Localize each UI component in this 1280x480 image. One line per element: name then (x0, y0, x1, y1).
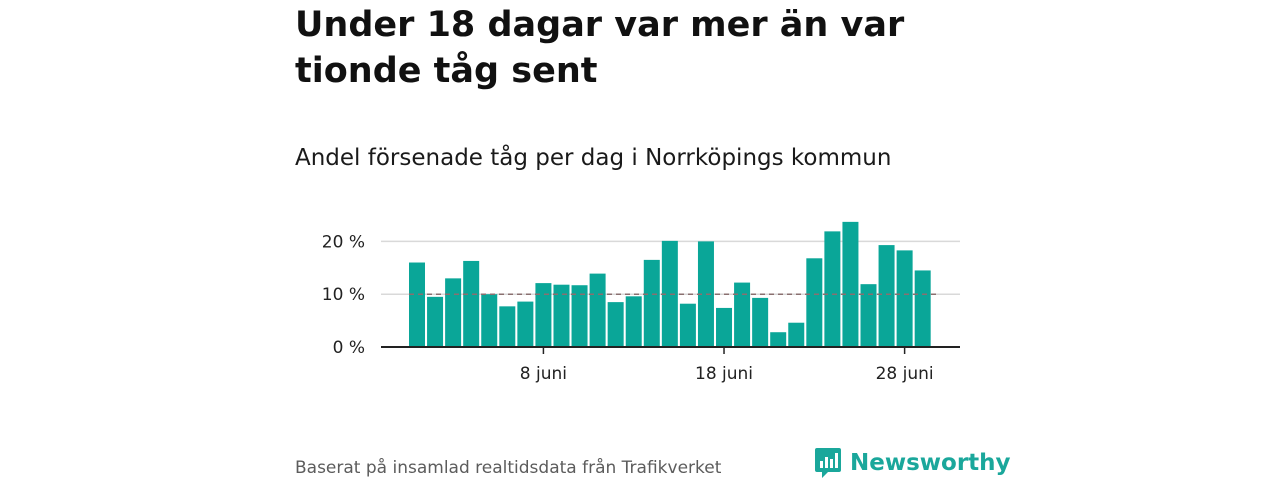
bar (463, 260, 480, 347)
bar (499, 306, 516, 347)
bar (445, 278, 462, 347)
bar (409, 262, 425, 347)
bar (553, 284, 570, 347)
bar (842, 221, 859, 347)
bar (535, 283, 552, 347)
x-tick-label: 28 juni (876, 364, 934, 384)
y-tick-label: 20 % (322, 232, 365, 252)
x-tick-label: 18 juni (695, 364, 753, 384)
x-tick-label: 8 juni (520, 364, 567, 384)
newsworthy-logo-icon (815, 448, 841, 478)
bar (824, 231, 841, 347)
bar (625, 296, 642, 347)
bar (481, 294, 498, 347)
bar (896, 250, 913, 347)
bar (589, 273, 606, 347)
bar (607, 302, 624, 347)
bar (752, 297, 769, 347)
bar (734, 282, 751, 347)
bar (517, 301, 534, 347)
bar (571, 285, 588, 347)
bar (643, 259, 660, 347)
bar (806, 258, 823, 347)
bar (679, 303, 696, 347)
y-tick-label: 10 % (322, 285, 365, 305)
bar (661, 240, 678, 347)
bar (697, 241, 714, 347)
y-tick-label: 0 % (333, 338, 365, 358)
headline: Under 18 dagar var mer än var tionde tåg… (295, 5, 905, 91)
bar (427, 296, 444, 347)
source-note: Baserat på insamlad realtidsdata från Tr… (295, 458, 722, 478)
bar (914, 270, 931, 347)
bar (878, 245, 895, 347)
chart-subtitle: Andel försenade tåg per dag i Norrköping… (295, 145, 892, 171)
bar (770, 332, 787, 347)
bar-chart: 0 % 10 % 20 % 8 juni 18 juni 28 juni (322, 221, 960, 384)
brand-name: Newsworthy (850, 450, 1011, 476)
bar (716, 307, 733, 347)
bar (860, 284, 877, 347)
bar (788, 322, 805, 347)
brand-logo: Newsworthy (814, 446, 1011, 480)
